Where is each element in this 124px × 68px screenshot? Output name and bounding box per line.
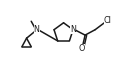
Text: N: N (70, 25, 76, 34)
Text: O: O (79, 44, 85, 53)
Text: N: N (34, 25, 40, 34)
Text: Cl: Cl (104, 16, 111, 25)
